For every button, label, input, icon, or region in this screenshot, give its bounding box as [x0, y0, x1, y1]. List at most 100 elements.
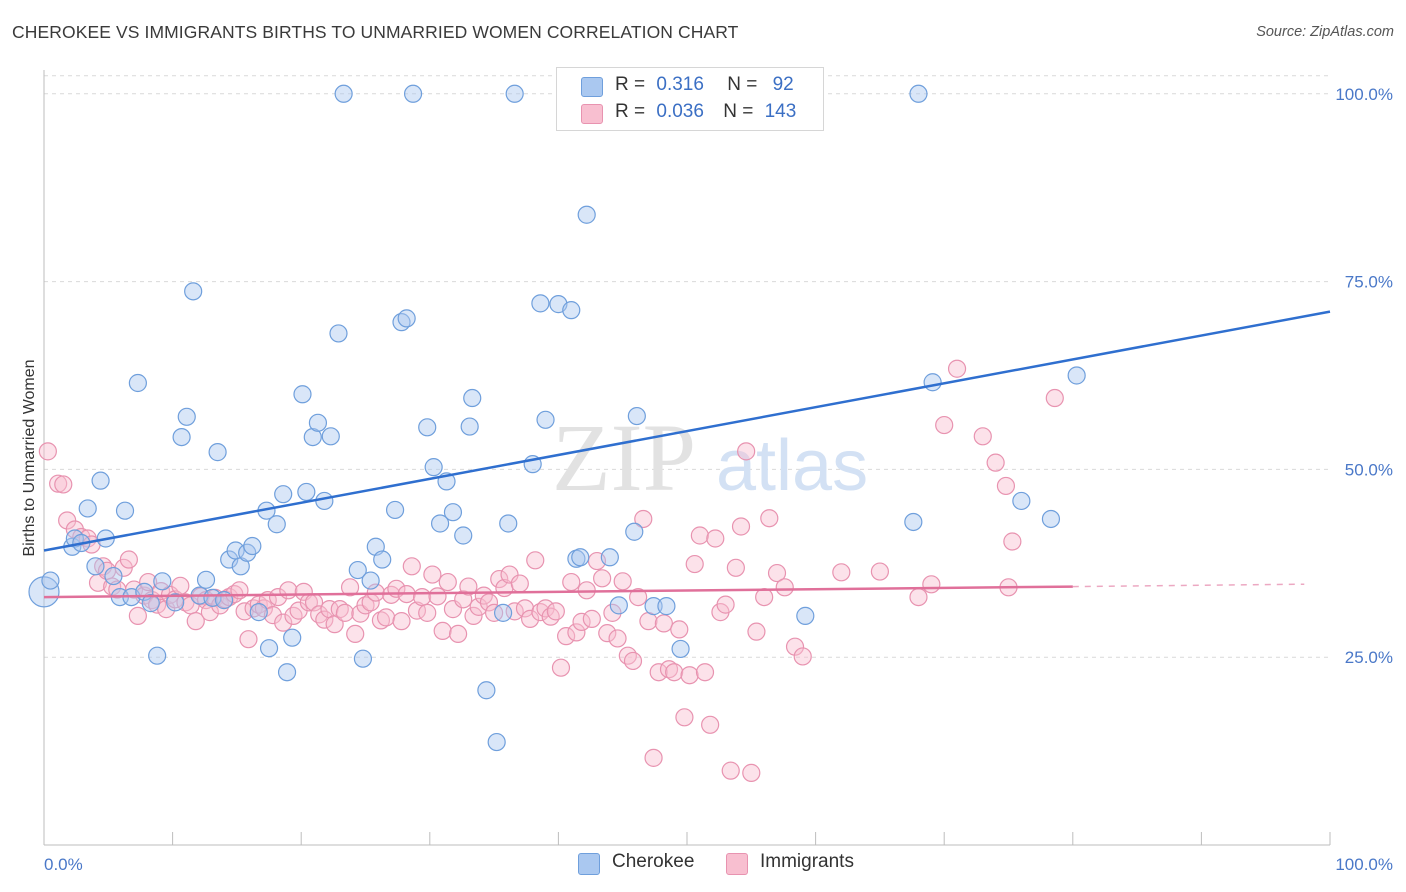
- immigrants-point: [418, 603, 437, 622]
- cherokee-point: [600, 548, 619, 567]
- immigrants-point: [557, 627, 576, 646]
- cherokee-point: [487, 732, 506, 752]
- cherokee-point: [460, 417, 479, 436]
- immigrants-point: [680, 666, 699, 685]
- cherokee-point: [172, 427, 191, 447]
- cherokee-point: [348, 560, 367, 580]
- immigrants-trend-extension: [1072, 583, 1305, 588]
- cherokee-swatch: [578, 853, 600, 875]
- cherokee-point: [203, 588, 222, 607]
- immigrants-point: [582, 609, 601, 628]
- cherokee-point: [283, 628, 302, 647]
- cherokee-point: [454, 526, 473, 545]
- immigrants-point: [128, 606, 147, 625]
- immigrants-point: [996, 476, 1016, 496]
- immigrants-point: [459, 577, 478, 596]
- immigrants-point: [376, 608, 396, 627]
- watermark-zip: ZIP: [552, 404, 696, 511]
- immigrants-point: [49, 474, 68, 493]
- cherokee-point: [274, 485, 293, 504]
- cherokee-point: [571, 548, 590, 567]
- cherokee-point: [577, 205, 596, 224]
- legend-n-value: 143: [764, 101, 797, 122]
- immigrants-point: [54, 475, 73, 494]
- immigrants-point: [423, 565, 442, 584]
- cherokee-point: [297, 482, 316, 502]
- immigrants-point: [947, 359, 967, 378]
- cherokee-point: [531, 294, 550, 313]
- cherokee-point: [904, 512, 923, 532]
- watermark-atlas: atlas: [716, 426, 868, 506]
- immigrants-point: [38, 442, 57, 461]
- immigrants-point: [510, 574, 529, 593]
- immigrants-point: [402, 557, 421, 576]
- cherokee-point: [329, 324, 348, 343]
- immigrants-point: [371, 611, 391, 630]
- cherokee-point: [1067, 366, 1086, 385]
- legend-r-label: R =: [615, 74, 646, 95]
- cherokee-point: [243, 536, 262, 556]
- y-tick-label: 25.0%: [1345, 648, 1393, 667]
- cherokee-point: [249, 603, 268, 622]
- immigrants-point: [670, 620, 689, 639]
- cherokee-point: [644, 597, 663, 616]
- bottom-legend: Cherokee Immigrants: [0, 850, 1406, 878]
- immigrants-point: [562, 572, 581, 592]
- cherokee-point: [148, 646, 167, 665]
- y-tick-label: 50.0%: [1345, 460, 1393, 479]
- immigrants-point: [644, 748, 663, 767]
- cherokee-point: [321, 427, 340, 446]
- cherokee-point: [909, 84, 928, 103]
- cherokee-point: [424, 458, 443, 477]
- trend-lines: [43, 310, 1331, 599]
- cherokee-point: [303, 427, 322, 447]
- cherokee-point: [184, 282, 203, 301]
- immigrants-point: [690, 526, 709, 545]
- immigrants-point: [438, 572, 457, 592]
- immigrants-point: [541, 607, 560, 626]
- immigrants-point: [315, 610, 334, 629]
- cherokee-point: [494, 603, 513, 622]
- cherokee-point: [430, 514, 450, 533]
- immigrants-trend-line: [43, 585, 1073, 599]
- immigrants-point: [448, 624, 468, 644]
- immigrants-point: [505, 602, 524, 621]
- cherokee-point: [177, 407, 196, 426]
- immigrants-point: [659, 660, 679, 679]
- cherokee-point: [657, 597, 676, 616]
- chart-title: CHEROKEE VS IMMIGRANTS BIRTHS TO UNMARRI…: [12, 22, 739, 42]
- immigrants-point: [412, 587, 432, 607]
- immigrants-point: [767, 563, 787, 583]
- immigrants-point: [433, 621, 452, 641]
- y-tick-label: 100.0%: [1335, 85, 1393, 104]
- immigrants-point: [618, 646, 637, 665]
- cherokee-point: [562, 301, 581, 320]
- immigrants-point: [755, 587, 774, 607]
- immigrants-point: [526, 551, 545, 570]
- immigrants-point: [747, 622, 766, 641]
- immigrants-point: [649, 663, 668, 682]
- immigrants-point: [263, 606, 283, 625]
- cherokee-point: [923, 373, 942, 392]
- immigrants-point: [567, 623, 586, 642]
- immigrants-point: [775, 578, 794, 597]
- cherokee-point: [403, 84, 423, 103]
- immigrants-point: [613, 572, 632, 591]
- y-axis-label: Births to Unmarried Women: [21, 359, 38, 556]
- immigrants-point: [909, 587, 928, 607]
- cherokee-point: [141, 594, 160, 613]
- cherokee-label: Cherokee: [612, 851, 695, 872]
- cherokee-point: [91, 471, 110, 490]
- immigrants-point: [639, 612, 658, 631]
- cherokee-point: [334, 84, 353, 103]
- immigrants-label: Immigrants: [760, 851, 854, 872]
- immigrants-point: [551, 658, 571, 677]
- immigrants-point: [634, 509, 653, 529]
- immigrants-point: [793, 647, 812, 666]
- immigrants-point: [186, 612, 205, 631]
- cherokee-point: [267, 515, 286, 534]
- cherokee-point: [625, 522, 644, 541]
- immigrants-point: [274, 613, 293, 632]
- immigrants-point: [721, 761, 740, 780]
